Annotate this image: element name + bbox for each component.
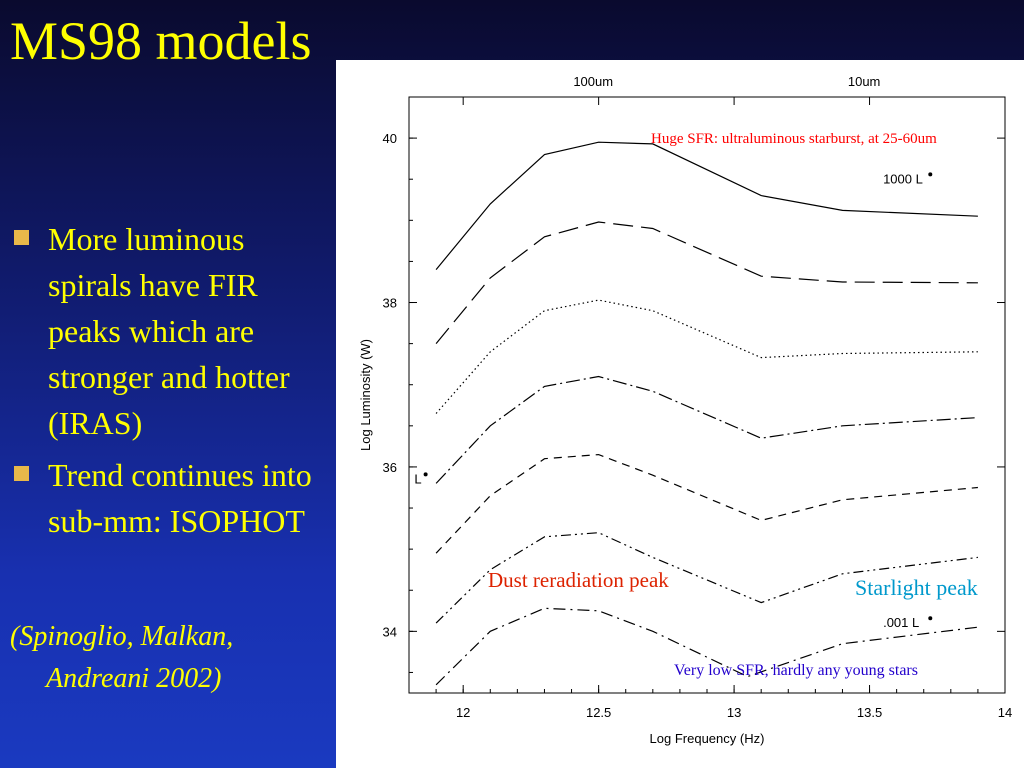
x-tick-label: 14 — [998, 705, 1012, 720]
chart-panel: 12 12.5 13 13.5 14 34 36 38 40 Log Frequency (Hz)… — [336, 60, 1024, 768]
x-tick-label: 12.5 — [586, 705, 611, 720]
bullet-text: More luminous spirals have FIR peaks whi… — [48, 221, 290, 441]
sun-symbol-icon — [928, 172, 933, 177]
y-tick-label: 34 — [383, 624, 397, 639]
y-tick-label: 38 — [383, 296, 397, 311]
citation: (Spinoglio, Malkan, Andreani 2002) — [10, 616, 330, 700]
bullet-item: Trend continues into sub-mm: ISOPHOT — [14, 452, 334, 544]
curve-label: .001 L — [883, 615, 919, 630]
sun-symbol-icon — [928, 616, 933, 621]
slide-title: MS98 models — [10, 11, 312, 71]
curve-label: 1000 L — [883, 171, 923, 186]
y-tick-label: 40 — [383, 131, 397, 146]
bullet-list: More luminous spirals have FIR peaks whi… — [14, 216, 334, 550]
series-line-2 — [435, 221, 978, 344]
x-axis-label: Log Frequency (Hz) — [650, 731, 765, 746]
series-line-4 — [435, 375, 978, 484]
square-bullet-icon — [14, 466, 29, 481]
series-line-5 — [435, 453, 978, 554]
citation-line-2: Andreani 2002) — [46, 663, 222, 694]
plot-frame — [408, 96, 1006, 694]
series-line-1 — [435, 141, 978, 270]
series-line-6 — [435, 532, 978, 624]
y-tick-label: 36 — [383, 460, 397, 475]
chart-annotation: Starlight peak — [855, 575, 978, 600]
chart-annotation: Dust reradiation peak — [488, 568, 669, 592]
x-tick-label: 13 — [727, 705, 741, 720]
chart-annotation: Very low SFR, hardly any young stars — [674, 662, 918, 679]
citation-line-1: (Spinoglio, Malkan, — [10, 621, 234, 652]
y-axis-label: Log Luminosity (W) — [358, 339, 373, 451]
x-tick-label: 12 — [456, 705, 470, 720]
square-bullet-icon — [14, 230, 29, 245]
bullet-text: Trend continues into sub-mm: ISOPHOT — [48, 457, 312, 539]
sun-symbol-icon — [423, 472, 428, 477]
chart-annotation: Huge SFR: ultraluminous starburst, at 25… — [651, 131, 937, 147]
series-line-7 — [435, 607, 978, 686]
x-tick-label: 13.5 — [857, 705, 882, 720]
top-axis-label: 100um — [573, 74, 613, 89]
top-axis-label: 10um — [848, 74, 881, 89]
series-line-3 — [435, 299, 978, 414]
curve-label: L — [414, 471, 421, 486]
luminosity-chart: 12 12.5 13 13.5 14 34 36 38 40 Log Frequency (Hz)… — [358, 74, 1012, 746]
bullet-item: More luminous spirals have FIR peaks whi… — [14, 216, 334, 446]
